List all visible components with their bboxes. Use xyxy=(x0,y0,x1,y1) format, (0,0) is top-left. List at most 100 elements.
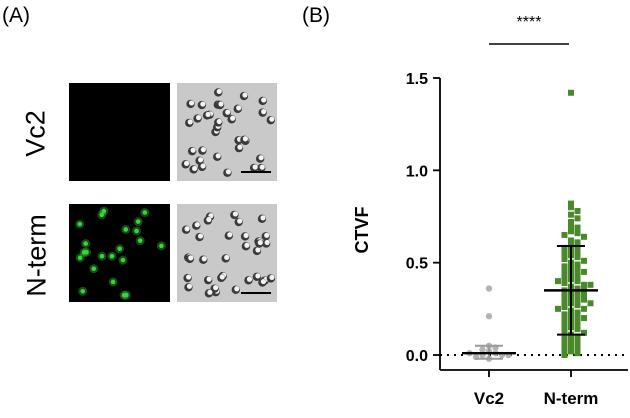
cell-highlight xyxy=(191,165,198,172)
nterm-data-point xyxy=(574,326,581,333)
vc2-brightfield-image xyxy=(177,83,277,181)
nterm-data-point xyxy=(574,254,581,261)
cell-highlight xyxy=(213,285,219,291)
cell-highlight xyxy=(243,232,249,239)
fluorescent-cell xyxy=(77,221,83,227)
cell-highlight xyxy=(236,105,242,111)
nterm-data-point xyxy=(555,278,561,285)
fluorescent-cell xyxy=(99,253,105,259)
nterm-data-point xyxy=(587,281,594,288)
nterm-data-point xyxy=(581,257,587,264)
cell-highlight xyxy=(269,274,275,281)
nterm-data-point xyxy=(581,305,587,312)
nterm-data-point xyxy=(581,268,587,275)
y-tick-label: 1.5 xyxy=(406,71,428,88)
nterm-data-point xyxy=(561,292,568,299)
nterm-data-point xyxy=(574,302,581,309)
nterm-data-point xyxy=(568,211,574,218)
nterm-data-point xyxy=(568,200,574,207)
cell-highlight xyxy=(225,109,231,115)
cell-highlight xyxy=(224,254,230,261)
fluorescent-cell xyxy=(159,243,164,249)
fluorescent-cell xyxy=(99,212,105,218)
y-axis-label: CTVF xyxy=(352,207,372,254)
nterm-data-point xyxy=(581,281,587,288)
cell-highlight xyxy=(261,97,267,103)
cell-highlight xyxy=(216,118,222,125)
nterm-data-point xyxy=(568,342,574,349)
nterm-data-point xyxy=(561,244,568,251)
nterm-data-point xyxy=(574,296,581,303)
nterm-data-point xyxy=(561,316,568,323)
cell-highlight xyxy=(216,88,222,95)
nterm-data-point xyxy=(568,237,574,244)
nterm-data-point xyxy=(561,268,568,275)
nterm-data-point xyxy=(561,346,568,353)
nterm-fluorescence-cells xyxy=(75,206,166,300)
nterm-data-point xyxy=(587,300,594,307)
cell-highlight xyxy=(255,247,261,253)
nterm-data-point xyxy=(574,207,581,214)
nterm-data-point xyxy=(574,285,581,292)
nterm-data-point xyxy=(574,224,581,231)
cell-highlight xyxy=(237,144,243,150)
cell-highlight xyxy=(252,164,258,170)
nterm-data-point xyxy=(574,267,581,274)
nterm-data-point xyxy=(574,309,581,316)
y-tick-label: 1.0 xyxy=(406,163,428,180)
cell-highlight xyxy=(242,92,248,98)
fluorescent-cell xyxy=(123,227,129,232)
nterm-data-point xyxy=(561,322,568,329)
nterm-data-point xyxy=(574,339,581,346)
cell-highlight xyxy=(260,215,266,221)
cell-highlight xyxy=(255,273,261,279)
cell-highlight xyxy=(188,255,194,261)
nterm-data-point xyxy=(568,222,574,229)
y-tick-label: 0.5 xyxy=(406,256,428,273)
nterm-data-point xyxy=(568,204,574,211)
cell-highlight xyxy=(207,289,213,295)
cell-highlight xyxy=(259,164,265,170)
nterm-data-point xyxy=(581,329,587,336)
nterm-data-point xyxy=(555,305,561,312)
nterm-data-point xyxy=(574,230,581,237)
cell-highlight xyxy=(237,218,243,224)
cell-highlight xyxy=(264,232,270,238)
nterm-data-point xyxy=(568,241,574,248)
nterm-data-point xyxy=(561,303,568,310)
cell-highlight xyxy=(198,157,204,163)
nterm-data-point xyxy=(561,298,568,305)
cell-highlight xyxy=(218,101,224,107)
cell-highlight xyxy=(200,101,206,107)
nterm-data-point xyxy=(574,291,581,298)
vc2-data-point xyxy=(485,313,493,320)
nterm-data-point xyxy=(574,350,581,357)
nterm-data-point xyxy=(581,233,587,240)
cell-highlight xyxy=(206,276,212,282)
fluorescent-cell xyxy=(120,257,126,263)
cell-highlight xyxy=(258,155,264,161)
cell-highlight xyxy=(219,274,225,280)
nterm-data-point xyxy=(574,320,581,327)
nterm-data-point xyxy=(561,311,568,318)
nterm-data-point xyxy=(561,250,568,257)
fluorescent-cell xyxy=(135,219,141,224)
nterm-data-point xyxy=(561,255,568,262)
fluorescent-cell xyxy=(77,255,83,261)
cell-highlight xyxy=(205,111,211,118)
cell-highlight xyxy=(261,109,267,115)
nterm-data-point xyxy=(561,327,568,334)
cell-highlight xyxy=(230,115,236,121)
nterm-data-point xyxy=(561,335,568,342)
cell-highlight xyxy=(227,232,233,238)
cell-highlight xyxy=(225,169,231,175)
cell-highlight xyxy=(257,239,263,246)
cell-highlight xyxy=(188,100,195,106)
fluorescent-cell xyxy=(124,292,129,298)
nterm-data-point xyxy=(581,296,587,303)
nterm-data-point xyxy=(574,315,581,322)
y-tick-label: 0.0 xyxy=(406,348,428,365)
panel-a-label: (A) xyxy=(2,4,30,27)
vc2-data-point xyxy=(485,285,493,292)
